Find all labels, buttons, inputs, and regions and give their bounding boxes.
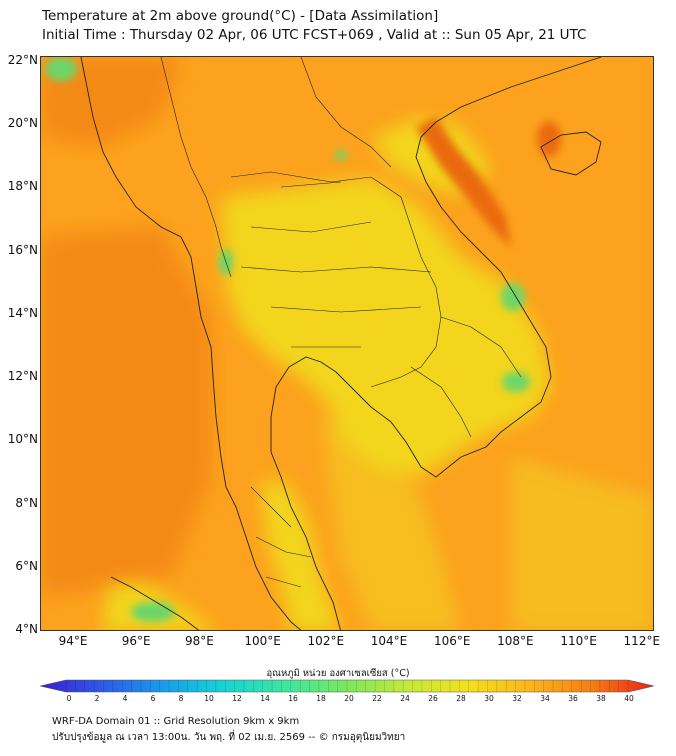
colorbar-tick: 16: [288, 694, 298, 703]
colorbar-tick: 4: [122, 694, 128, 703]
lat-label: 22°N: [7, 53, 38, 67]
map-canvas: [41, 57, 653, 630]
colorbar-tick: 14: [260, 694, 270, 703]
lon-label: 104°E: [370, 634, 408, 648]
colorbar-tick: 28: [456, 694, 466, 703]
lon-label: 100°E: [244, 634, 281, 648]
colorbar-tick: 26: [428, 694, 438, 703]
colorbar-tick: 30: [484, 694, 494, 703]
colorbar-tick: 12: [232, 694, 242, 703]
colorbar-tick: 34: [540, 694, 550, 703]
colorbar-gradient: [40, 679, 654, 693]
colorbar-tick: 24: [400, 694, 410, 703]
lat-label: 14°N: [7, 305, 38, 320]
colorbar-tick: 2: [94, 694, 100, 703]
temperature-map: [40, 56, 654, 631]
colorbar-tick: 32: [512, 694, 522, 703]
colorbar-title: อุณหภูมิ หน่วย องศาเซลเซียส (°C): [266, 668, 410, 679]
lon-label: 96°E: [121, 634, 151, 648]
footer-credit: ปรับปรุงข้อมูล ณ เวลา 13:00น. วัน พฤ. ที…: [52, 732, 406, 743]
chart-subtitle: Initial Time : Thursday 02 Apr, 06 UTC F…: [42, 27, 587, 43]
lat-label: 20°N: [7, 116, 38, 131]
lat-label: 8°N: [15, 495, 38, 510]
colorbar-tick: 0: [66, 694, 72, 703]
lon-label: 106°E: [433, 634, 471, 648]
colorbar-tick: 36: [568, 694, 578, 703]
lon-label: 108°E: [497, 634, 534, 648]
colorbar-tick: 38: [596, 694, 606, 703]
temperature-extremes: [45, 57, 561, 622]
lon-label: 112°E: [623, 634, 661, 648]
colorbar-tick: 8: [178, 694, 184, 703]
lat-label: 18°N: [7, 179, 38, 194]
lat-label: 16°N: [7, 242, 38, 257]
colorbar-tick: 6: [150, 694, 156, 703]
lon-label: 94°E: [58, 634, 88, 648]
lon-label: 98°E: [184, 634, 214, 648]
coastlines-borders: [80, 57, 602, 630]
colorbar-tick: 18: [316, 694, 326, 703]
chart-title: Temperature at 2m above ground(°C) - [Da…: [42, 8, 439, 24]
lat-label: 6°N: [15, 558, 38, 573]
colorbar-tick: 10: [204, 694, 214, 703]
colorbar: [40, 679, 654, 693]
lon-label: 102°E: [307, 634, 345, 648]
lat-label: 10°N: [7, 432, 38, 447]
lat-label: 4°N: [15, 622, 38, 636]
colorbar-tick: 20: [344, 694, 354, 703]
colorbar-tick: 22: [372, 694, 382, 703]
lat-label: 12°N: [7, 369, 38, 384]
footer-model-info: WRF-DA Domain 01 :: Grid Resolution 9km …: [52, 716, 300, 727]
lon-label: 110°E: [560, 634, 597, 648]
colorbar-tick: 40: [624, 694, 634, 703]
